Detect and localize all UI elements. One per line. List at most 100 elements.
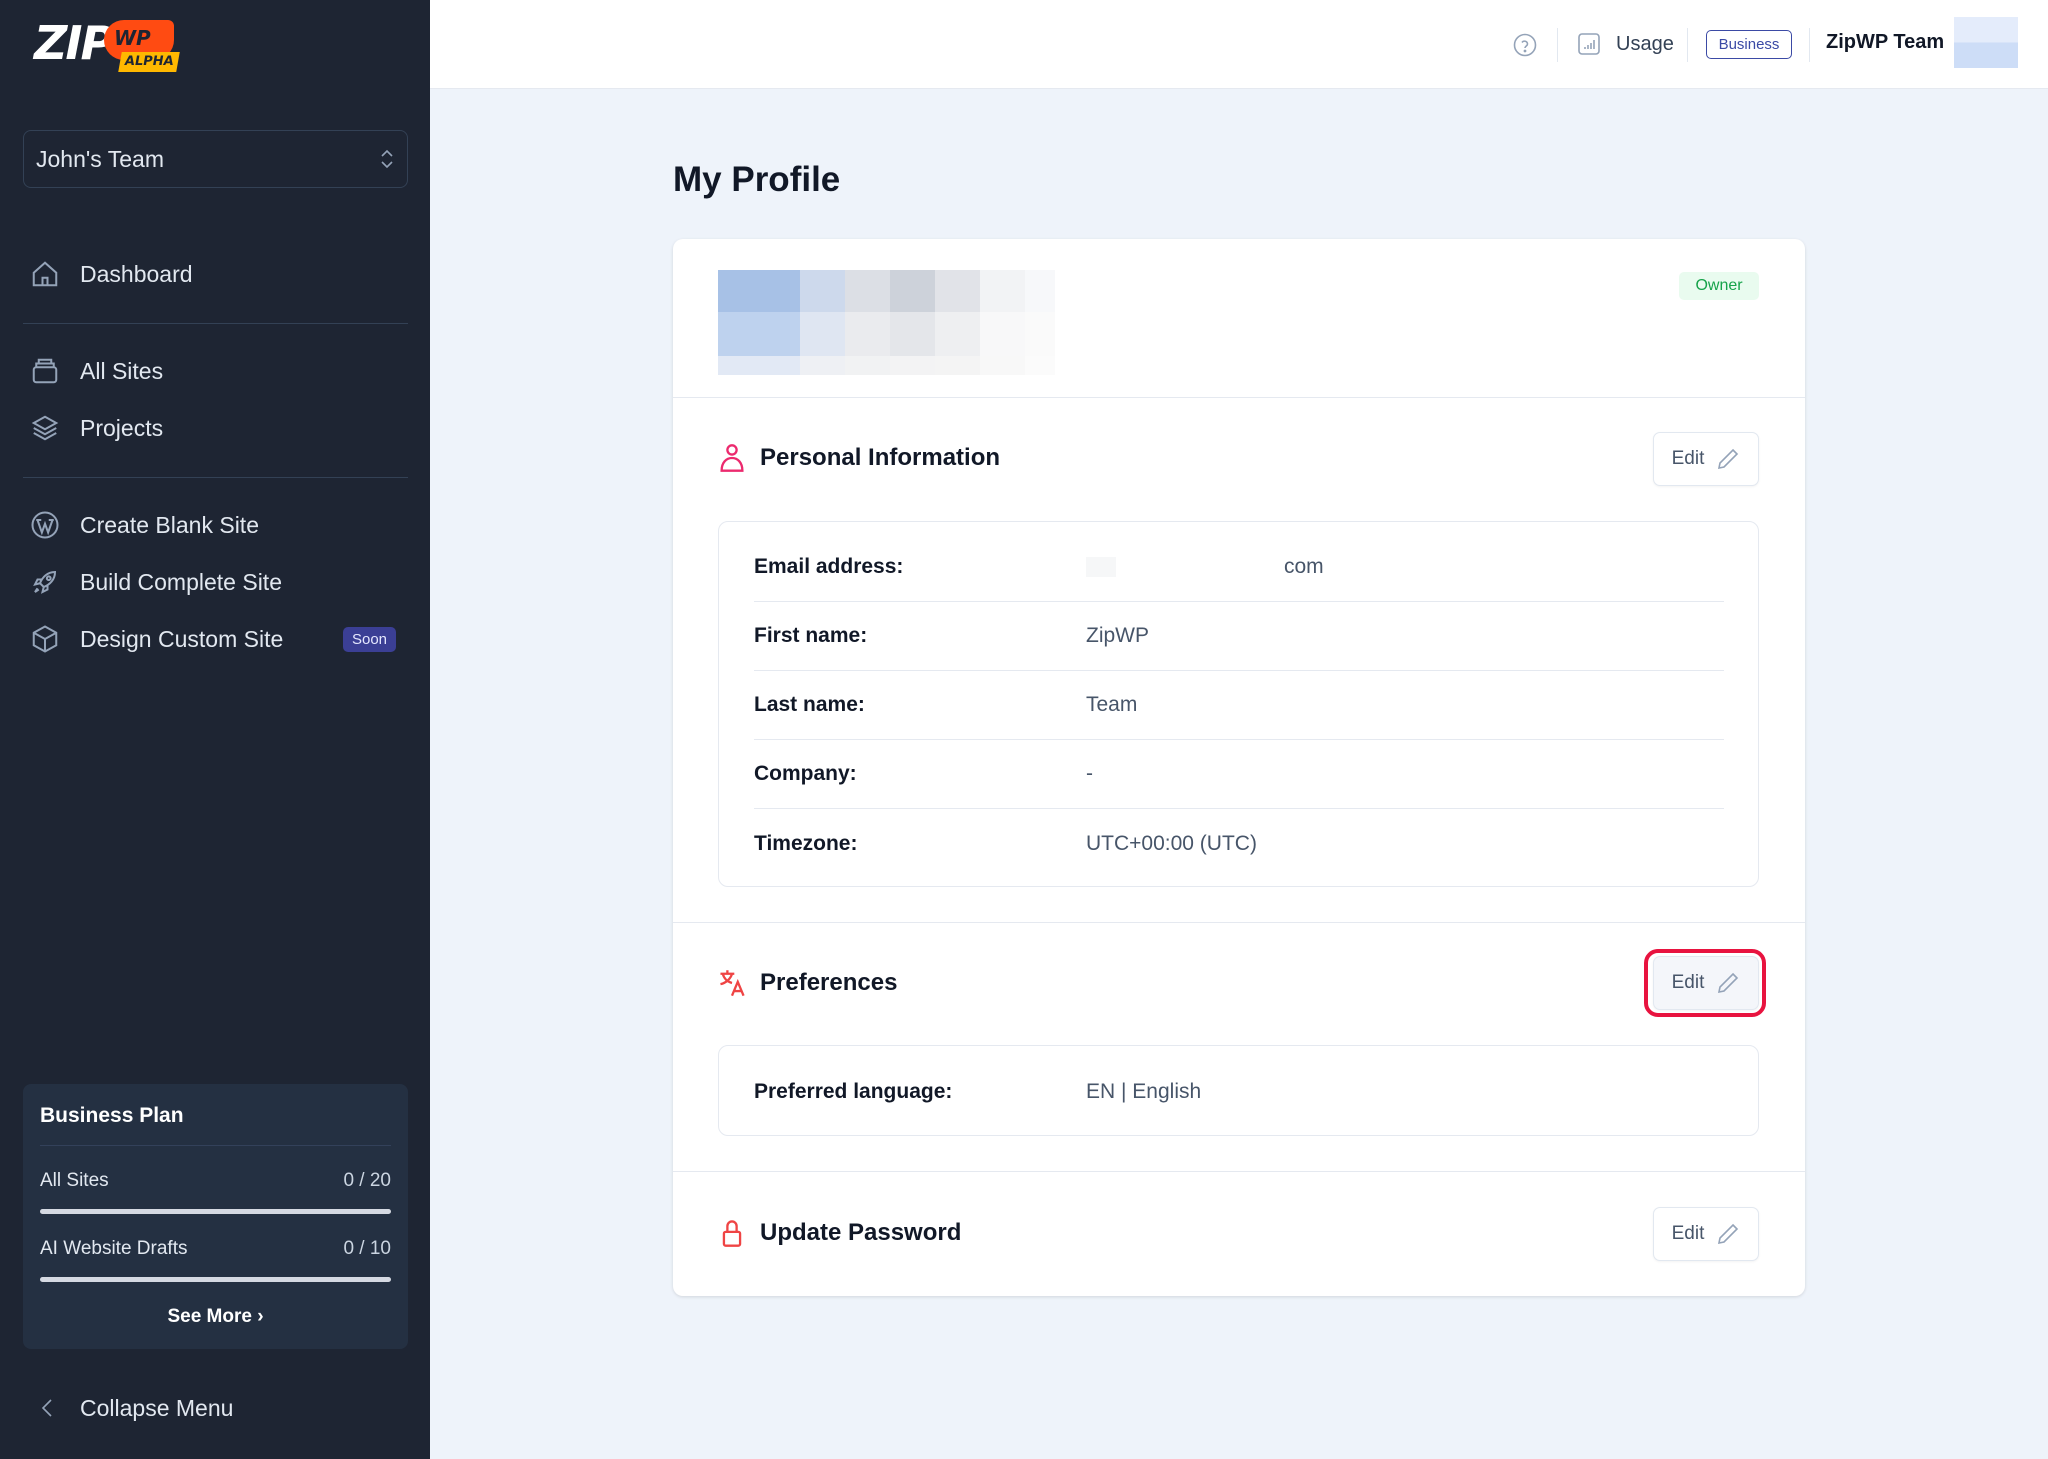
pencil-icon: [1718, 448, 1739, 470]
divider: [673, 1171, 1805, 1172]
divider: [23, 323, 408, 324]
logo[interactable]: ZIP: [34, 16, 114, 70]
highlight-annotation: [1644, 949, 1766, 1017]
collapse-menu-label: Collapse Menu: [80, 1394, 234, 1421]
usage-value: 0 / 10: [343, 1238, 391, 1259]
section-title: Personal Information: [760, 444, 1001, 471]
row-label: Preferred language:: [754, 1079, 953, 1103]
role-badge: Owner: [1679, 272, 1759, 300]
usage-link[interactable]: Usage: [1578, 22, 1674, 66]
profile-card: Owner Personal Information Edit Email ad…: [673, 239, 1805, 1296]
stack-icon: [32, 358, 58, 384]
row-value: ZipWP: [1086, 624, 1149, 647]
divider: [1687, 28, 1688, 62]
info-row-timezone: Timezone: UTC+00:00 (UTC): [754, 809, 1724, 878]
update-password-heading: Update Password: [718, 1218, 961, 1248]
sidebar-item-create-blank-site[interactable]: Create Blank Site: [30, 505, 259, 545]
edit-preferences-button[interactable]: Edit: [1653, 956, 1759, 1010]
cube-icon: [32, 625, 58, 653]
info-row-first-name: First name: ZipWP: [754, 602, 1724, 671]
section-title: Preferences: [760, 969, 898, 996]
plan-title: Business Plan: [40, 1104, 184, 1127]
preferences-heading: Preferences: [718, 968, 897, 998]
plan-card: Business Plan All Sites 0 / 20 AI Websit…: [23, 1084, 408, 1349]
usage-progress-bar: [40, 1209, 391, 1214]
rocket-icon: [33, 570, 57, 594]
translate-icon: [720, 970, 745, 997]
user-avatar[interactable]: [1954, 17, 2018, 68]
divider: [40, 1145, 391, 1146]
sidebar-item-label: Design Custom Site: [80, 625, 284, 652]
divider: [23, 477, 408, 478]
row-label: Timezone:: [754, 831, 858, 855]
chart-icon: [1578, 33, 1600, 55]
sidebar-item-label: Create Blank Site: [80, 511, 259, 538]
chevron-up-down-icon: [381, 149, 393, 169]
wordpress-icon: [31, 511, 59, 539]
see-more-label: See More: [167, 1306, 252, 1327]
row-value: UTC+00:00 (UTC): [1086, 831, 1257, 855]
soon-badge: Soon: [343, 627, 396, 652]
edit-password-button[interactable]: Edit: [1653, 1207, 1759, 1261]
edit-label: Edit: [1671, 972, 1705, 993]
row-value: Team: [1086, 693, 1138, 716]
team-name: John's Team: [36, 145, 164, 172]
page-title: My Profile: [673, 160, 841, 199]
collapse-menu-button[interactable]: Collapse Menu: [38, 1394, 233, 1422]
usage-label: AI Website Drafts: [40, 1238, 188, 1259]
profile-avatar: [718, 270, 1055, 375]
row-value: EN | English: [1086, 1079, 1202, 1103]
pencil-icon: [1718, 972, 1739, 994]
see-more-link[interactable]: See More ›: [23, 1306, 408, 1328]
row-label: Email address:: [754, 555, 904, 578]
sidebar-item-build-complete-site[interactable]: Build Complete Site: [30, 562, 282, 602]
section-title: Update Password: [760, 1219, 962, 1246]
team-selector[interactable]: John's Team: [23, 130, 408, 188]
sidebar-item-all-sites[interactable]: All Sites: [30, 351, 163, 391]
info-row-language: Preferred language: EN | English: [754, 1057, 1724, 1126]
chevron-right-icon: ›: [257, 1306, 264, 1327]
divider: [673, 397, 1805, 398]
sidebar-item-label: Build Complete Site: [80, 568, 282, 595]
usage-label: All Sites: [40, 1170, 109, 1191]
row-value: com: [1284, 555, 1324, 578]
info-row-company: Company: -: [754, 740, 1724, 809]
sidebar-item-design-custom-site[interactable]: Design Custom Site: [30, 619, 283, 659]
top-header: Usage Business ZipWP Team: [430, 0, 2048, 89]
help-icon[interactable]: [1513, 33, 1537, 57]
sidebar-item-label: Dashboard: [80, 260, 193, 287]
usage-value: 0 / 20: [343, 1170, 391, 1191]
lock-icon: [722, 1220, 742, 1247]
divider: [1557, 28, 1558, 62]
row-label: Company:: [754, 762, 857, 785]
edit-label: Edit: [1671, 448, 1705, 469]
sidebar-item-label: Projects: [80, 414, 164, 441]
usage-progress-bar: [40, 1277, 391, 1282]
layers-icon: [31, 415, 59, 441]
edit-personal-information-button[interactable]: Edit: [1653, 432, 1759, 486]
pencil-icon: [1718, 1223, 1739, 1245]
row-label: First name:: [754, 624, 868, 647]
edit-label: Edit: [1671, 1223, 1705, 1244]
divider: [1809, 28, 1810, 62]
redacted-email: [1086, 557, 1284, 577]
chevron-left-icon: [41, 1399, 52, 1417]
sidebar: ZIP WP ALPHA John's Team Dashboard All S…: [0, 0, 430, 1459]
sidebar-item-dashboard[interactable]: Dashboard: [30, 254, 193, 294]
user-icon: [720, 444, 744, 472]
user-name[interactable]: ZipWP Team: [1826, 31, 1945, 53]
logo-alpha-tag: ALPHA: [118, 52, 180, 72]
row-label: Last name:: [754, 693, 865, 716]
sidebar-item-label: All Sites: [80, 357, 164, 384]
preferences-box: Preferred language: EN | English: [718, 1045, 1759, 1136]
divider: [673, 922, 1805, 923]
usage-label: Usage: [1616, 32, 1674, 55]
sidebar-item-projects[interactable]: Projects: [30, 408, 163, 448]
personal-information-heading: Personal Information: [718, 443, 1000, 473]
info-row-email: Email address: com: [754, 533, 1724, 602]
personal-information-box: Email address: com First name: ZipWP Last …: [718, 521, 1759, 887]
info-row-last-name: Last name: Team: [754, 671, 1724, 740]
plan-badge[interactable]: Business: [1706, 30, 1792, 59]
home-icon: [32, 261, 58, 287]
row-value: -: [1086, 762, 1093, 785]
